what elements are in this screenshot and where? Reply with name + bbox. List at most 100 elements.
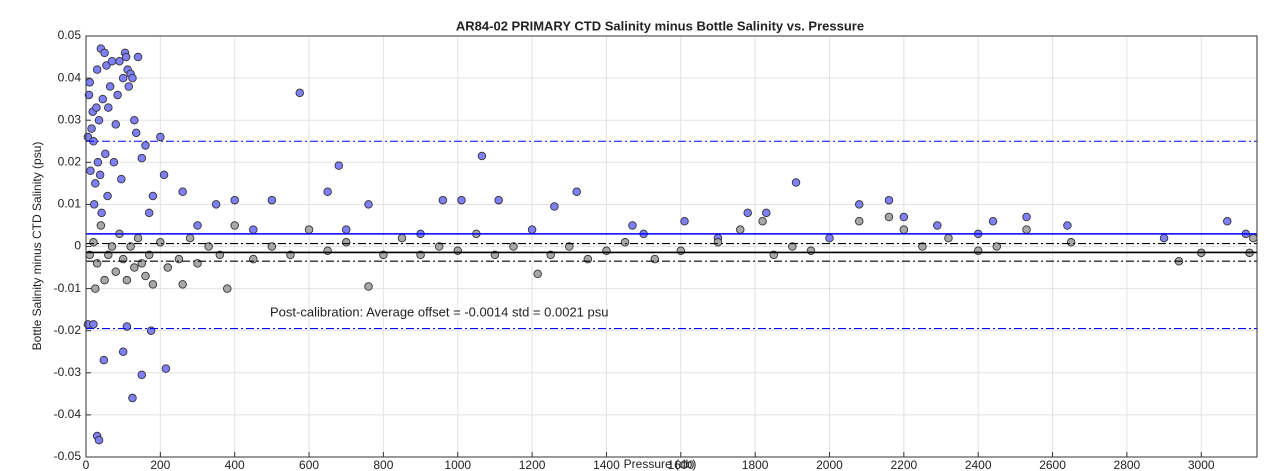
data-point (680, 216, 689, 226)
data-point (163, 263, 173, 272)
data-point (122, 322, 132, 331)
data-point (806, 246, 816, 255)
data-point (156, 132, 165, 142)
x-tick-label: 0 (83, 458, 90, 471)
data-point (146, 326, 156, 335)
data-point (992, 242, 1002, 251)
data-point (211, 200, 221, 209)
y-tick-label: 0.04 (58, 70, 82, 84)
data-point (1249, 233, 1258, 243)
data-point (130, 115, 139, 125)
data-point (92, 103, 101, 112)
data-point (121, 52, 131, 62)
data-point (438, 195, 448, 205)
data-point (137, 153, 147, 163)
data-point (899, 225, 909, 234)
data-point (1066, 238, 1076, 247)
x-tick-label: 2200 (890, 458, 917, 471)
data-point (86, 166, 95, 175)
y-tick-label: 0.01 (58, 197, 82, 211)
data-point (758, 216, 767, 226)
data-point (249, 254, 258, 264)
x-tick-label: 1000 (444, 458, 471, 471)
data-point (364, 282, 373, 291)
data-point (109, 158, 119, 167)
data-point (98, 94, 107, 104)
data-point (100, 48, 109, 58)
data-point (107, 242, 117, 251)
data-point (133, 52, 143, 62)
data-point (141, 271, 150, 281)
data-point (91, 284, 100, 293)
data-point (788, 242, 797, 251)
data-point (620, 238, 630, 247)
y-tick-label: -0.02 (54, 323, 82, 337)
data-point (87, 124, 96, 133)
data-point (128, 73, 137, 83)
data-point (988, 216, 998, 226)
data-point (159, 170, 169, 180)
data-point (93, 158, 103, 167)
data-point (527, 225, 537, 234)
data-point (100, 275, 109, 285)
data-point (494, 195, 503, 205)
data-point (128, 393, 137, 403)
data-point (223, 284, 232, 293)
chart-title: AR84-02 PRIMARY CTD Salinity minus Bottl… (456, 18, 864, 33)
data-point (115, 57, 124, 66)
data-point (602, 246, 611, 255)
x-tick-label: 3000 (1188, 458, 1215, 471)
data-point (118, 73, 128, 83)
x-tick-label: 200 (150, 458, 170, 471)
data-point (204, 242, 213, 251)
data-point (94, 435, 104, 445)
x-tick-label: 2400 (965, 458, 992, 471)
x-tick-label: 800 (373, 458, 393, 471)
data-point (117, 174, 126, 184)
y-tick-label: 0.03 (58, 112, 82, 126)
data-point (111, 267, 120, 277)
data-point (918, 242, 927, 251)
y-tick-label: -0.01 (54, 281, 82, 295)
data-point (295, 88, 305, 98)
data-point (743, 208, 752, 218)
data-point (185, 233, 195, 243)
data-point (178, 280, 187, 289)
x-tick-label: 2800 (1114, 458, 1141, 471)
data-point (193, 221, 202, 230)
data-point (84, 90, 94, 100)
data-point (96, 221, 106, 230)
data-point (973, 246, 983, 255)
data-point (126, 242, 135, 251)
data-point (397, 233, 407, 243)
data-point (99, 355, 109, 365)
y-tick-label: -0.03 (54, 365, 82, 379)
data-point (341, 225, 351, 234)
data-point (944, 233, 953, 243)
data-point (137, 259, 147, 268)
x-tick-label: 2600 (1039, 458, 1066, 471)
data-point (509, 242, 518, 251)
data-point (92, 65, 102, 74)
y-axis-label: Bottle Salinity minus CTD Salinity (psu) (30, 142, 44, 351)
annotation: Post-calibration: Average offset = -0.00… (270, 304, 608, 319)
data-point (334, 161, 344, 170)
data-point (230, 195, 239, 205)
x-tick-label: 1400 (593, 458, 620, 471)
data-point (148, 191, 158, 201)
x-tick-label: 1800 (742, 458, 769, 471)
data-point (178, 187, 187, 197)
x-tick-label: 2000 (816, 458, 843, 471)
data-point (104, 103, 113, 112)
data-point (118, 254, 128, 264)
data-point (102, 61, 111, 70)
data-point (144, 208, 154, 218)
data-point (89, 200, 99, 209)
data-point (565, 242, 574, 251)
data-point (364, 200, 373, 209)
data-point (174, 254, 184, 264)
data-point (249, 225, 258, 234)
plot-border (85, 35, 1258, 458)
data-point (899, 212, 909, 222)
data-point (477, 151, 487, 161)
